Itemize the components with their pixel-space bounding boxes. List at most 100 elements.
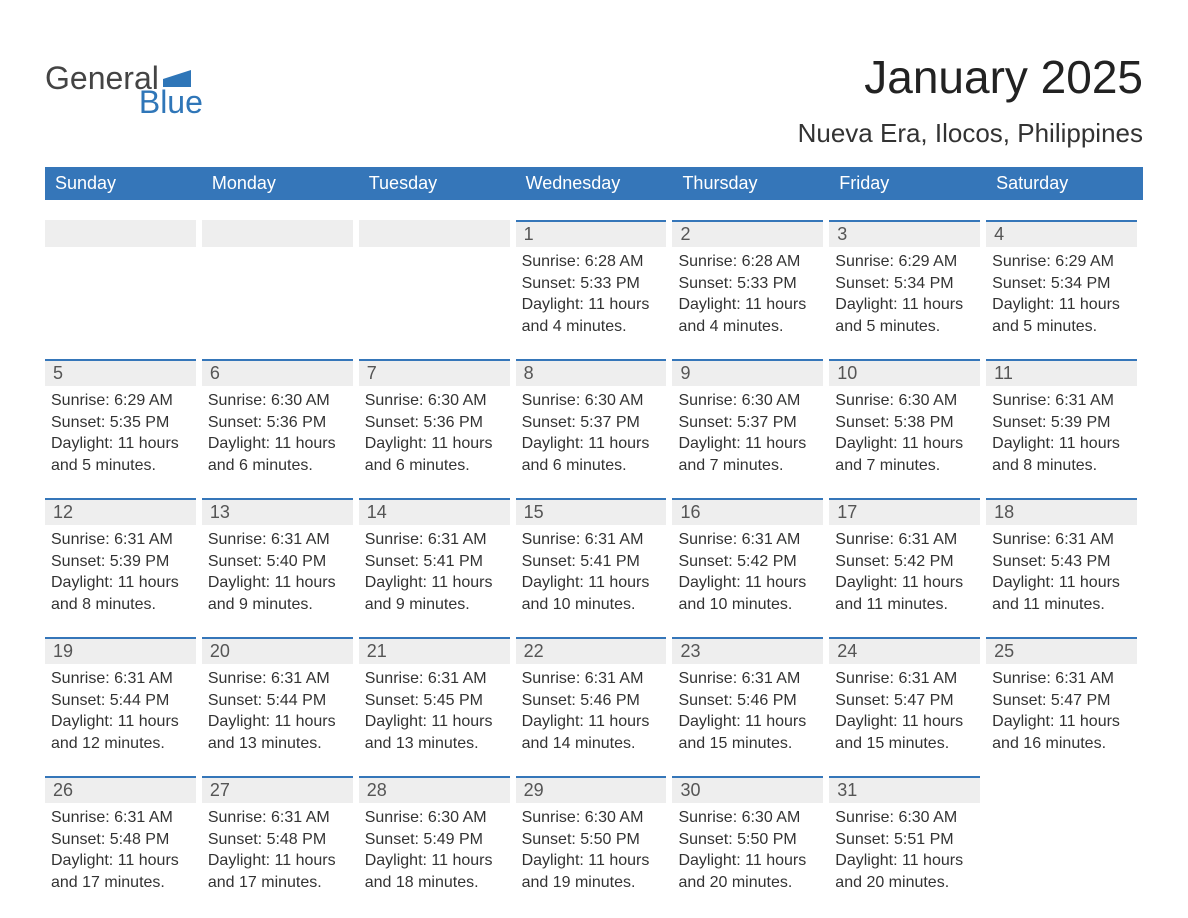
sunrise-text: Sunrise: 6:31 AM — [51, 807, 196, 829]
day-content: Sunrise: 6:31 AMSunset: 5:42 PMDaylight:… — [829, 529, 980, 617]
daylight-text: Daylight: 11 hours and 17 minutes. — [208, 850, 353, 893]
sunrise-text: Sunrise: 6:31 AM — [678, 529, 823, 551]
sunset-text: Sunset: 5:39 PM — [51, 551, 196, 573]
daylight-text: Daylight: 11 hours and 6 minutes. — [208, 433, 353, 476]
day-cell — [202, 220, 359, 339]
sunrise-text: Sunrise: 6:31 AM — [678, 668, 823, 690]
day-number: 27 — [202, 776, 353, 803]
sunset-text: Sunset: 5:47 PM — [835, 690, 980, 712]
day-number — [359, 220, 510, 247]
week-row: 5Sunrise: 6:29 AMSunset: 5:35 PMDaylight… — [45, 339, 1143, 478]
day-number: 21 — [359, 637, 510, 664]
day-number: 2 — [672, 220, 823, 247]
day-number: 7 — [359, 359, 510, 386]
sunset-text: Sunset: 5:37 PM — [522, 412, 667, 434]
day-number: 11 — [986, 359, 1137, 386]
sunset-text: Sunset: 5:33 PM — [678, 273, 823, 295]
day-content: Sunrise: 6:30 AMSunset: 5:36 PMDaylight:… — [202, 390, 353, 478]
sunrise-text: Sunrise: 6:31 AM — [992, 529, 1137, 551]
sunrise-text: Sunrise: 6:29 AM — [51, 390, 196, 412]
daylight-text: Daylight: 11 hours and 8 minutes. — [51, 572, 196, 615]
daylight-text: Daylight: 11 hours and 7 minutes. — [678, 433, 823, 476]
day-content: Sunrise: 6:31 AMSunset: 5:47 PMDaylight:… — [986, 668, 1137, 756]
weeks-container: 1Sunrise: 6:28 AMSunset: 5:33 PMDaylight… — [45, 200, 1143, 895]
day-content: Sunrise: 6:31 AMSunset: 5:46 PMDaylight:… — [672, 668, 823, 756]
sunset-text: Sunset: 5:46 PM — [678, 690, 823, 712]
day-cell — [986, 776, 1143, 895]
day-number: 12 — [45, 498, 196, 525]
sunrise-text: Sunrise: 6:30 AM — [678, 390, 823, 412]
sunset-text: Sunset: 5:50 PM — [678, 829, 823, 851]
day-cell: 31Sunrise: 6:30 AMSunset: 5:51 PMDayligh… — [829, 776, 986, 895]
day-content: Sunrise: 6:30 AMSunset: 5:50 PMDaylight:… — [516, 807, 667, 895]
sunset-text: Sunset: 5:41 PM — [522, 551, 667, 573]
day-content: Sunrise: 6:30 AMSunset: 5:37 PMDaylight:… — [516, 390, 667, 478]
day-number: 18 — [986, 498, 1137, 525]
sunrise-text: Sunrise: 6:30 AM — [365, 807, 510, 829]
day-cell: 26Sunrise: 6:31 AMSunset: 5:48 PMDayligh… — [45, 776, 202, 895]
sunset-text: Sunset: 5:43 PM — [992, 551, 1137, 573]
weekday-header: Tuesday — [359, 167, 516, 200]
day-cell: 3Sunrise: 6:29 AMSunset: 5:34 PMDaylight… — [829, 220, 986, 339]
day-content: Sunrise: 6:31 AMSunset: 5:44 PMDaylight:… — [45, 668, 196, 756]
day-number: 30 — [672, 776, 823, 803]
day-cell: 21Sunrise: 6:31 AMSunset: 5:45 PMDayligh… — [359, 637, 516, 756]
day-content: Sunrise: 6:30 AMSunset: 5:37 PMDaylight:… — [672, 390, 823, 478]
day-content: Sunrise: 6:31 AMSunset: 5:42 PMDaylight:… — [672, 529, 823, 617]
day-number: 9 — [672, 359, 823, 386]
sunset-text: Sunset: 5:45 PM — [365, 690, 510, 712]
day-content: Sunrise: 6:30 AMSunset: 5:36 PMDaylight:… — [359, 390, 510, 478]
sunrise-text: Sunrise: 6:30 AM — [678, 807, 823, 829]
day-number: 31 — [829, 776, 980, 803]
day-cell: 24Sunrise: 6:31 AMSunset: 5:47 PMDayligh… — [829, 637, 986, 756]
day-cell: 17Sunrise: 6:31 AMSunset: 5:42 PMDayligh… — [829, 498, 986, 617]
sunrise-text: Sunrise: 6:30 AM — [522, 807, 667, 829]
sunrise-text: Sunrise: 6:29 AM — [992, 251, 1137, 273]
sunrise-text: Sunrise: 6:30 AM — [522, 390, 667, 412]
day-cell: 6Sunrise: 6:30 AMSunset: 5:36 PMDaylight… — [202, 359, 359, 478]
sunrise-text: Sunrise: 6:31 AM — [992, 668, 1137, 690]
sunset-text: Sunset: 5:40 PM — [208, 551, 353, 573]
sunset-text: Sunset: 5:36 PM — [208, 412, 353, 434]
day-content: Sunrise: 6:29 AMSunset: 5:34 PMDaylight:… — [986, 251, 1137, 339]
day-number: 5 — [45, 359, 196, 386]
day-number: 3 — [829, 220, 980, 247]
day-content: Sunrise: 6:30 AMSunset: 5:50 PMDaylight:… — [672, 807, 823, 895]
sunrise-text: Sunrise: 6:31 AM — [365, 668, 510, 690]
day-cell: 20Sunrise: 6:31 AMSunset: 5:44 PMDayligh… — [202, 637, 359, 756]
day-cell: 12Sunrise: 6:31 AMSunset: 5:39 PMDayligh… — [45, 498, 202, 617]
day-content: Sunrise: 6:31 AMSunset: 5:44 PMDaylight:… — [202, 668, 353, 756]
sunrise-text: Sunrise: 6:28 AM — [522, 251, 667, 273]
sunset-text: Sunset: 5:36 PM — [365, 412, 510, 434]
day-number: 10 — [829, 359, 980, 386]
daylight-text: Daylight: 11 hours and 18 minutes. — [365, 850, 510, 893]
day-cell: 5Sunrise: 6:29 AMSunset: 5:35 PMDaylight… — [45, 359, 202, 478]
sunset-text: Sunset: 5:42 PM — [678, 551, 823, 573]
daylight-text: Daylight: 11 hours and 5 minutes. — [51, 433, 196, 476]
day-number: 24 — [829, 637, 980, 664]
day-content: Sunrise: 6:31 AMSunset: 5:40 PMDaylight:… — [202, 529, 353, 617]
day-cell: 8Sunrise: 6:30 AMSunset: 5:37 PMDaylight… — [516, 359, 673, 478]
weekday-header: Saturday — [986, 167, 1143, 200]
day-content — [45, 251, 196, 339]
daylight-text: Daylight: 11 hours and 8 minutes. — [992, 433, 1137, 476]
daylight-text: Daylight: 11 hours and 20 minutes. — [678, 850, 823, 893]
day-cell: 13Sunrise: 6:31 AMSunset: 5:40 PMDayligh… — [202, 498, 359, 617]
weekday-header: Monday — [202, 167, 359, 200]
title-block: January 2025 Nueva Era, Ilocos, Philippi… — [798, 50, 1143, 149]
day-cell: 7 Sunrise: 6:30 AMSunset: 5:36 PMDaylight… — [359, 359, 516, 478]
calendar: SundayMondayTuesdayWednesdayThursdayFrid… — [45, 167, 1143, 895]
daylight-text: Daylight: 11 hours and 9 minutes. — [365, 572, 510, 615]
day-content: Sunrise: 6:31 AMSunset: 5:48 PMDaylight:… — [45, 807, 196, 895]
sunset-text: Sunset: 5:41 PM — [365, 551, 510, 573]
day-number — [45, 220, 196, 247]
sunset-text: Sunset: 5:44 PM — [51, 690, 196, 712]
daylight-text: Daylight: 11 hours and 15 minutes. — [835, 711, 980, 754]
daylight-text: Daylight: 11 hours and 10 minutes. — [522, 572, 667, 615]
day-content — [202, 251, 353, 339]
sunset-text: Sunset: 5:48 PM — [51, 829, 196, 851]
day-cell: 11Sunrise: 6:31 AMSunset: 5:39 PMDayligh… — [986, 359, 1143, 478]
logo: General Blue — [45, 50, 265, 97]
day-cell: 19Sunrise: 6:31 AMSunset: 5:44 PMDayligh… — [45, 637, 202, 756]
day-cell: 18Sunrise: 6:31 AMSunset: 5:43 PMDayligh… — [986, 498, 1143, 617]
